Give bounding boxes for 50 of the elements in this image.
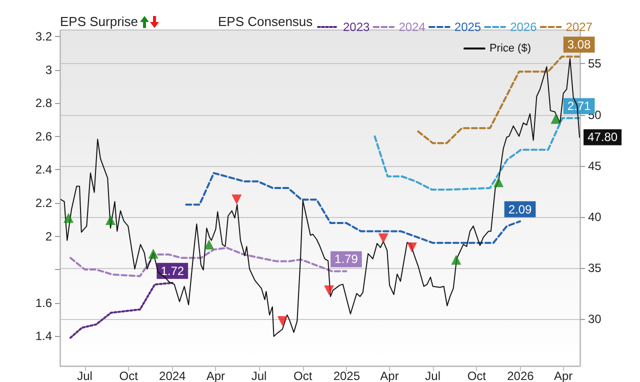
point [494,177,504,188]
y-tick-label: 1.6 [35,296,52,310]
text: EPS Surprise [60,14,138,29]
y2-tick-label: 35 [588,260,602,275]
point [277,316,288,326]
data-label: 1.72 [160,264,184,278]
x-tick-label: Jul [251,369,267,382]
legend-label: 2027 [566,20,593,34]
y-tick-label: 1.4 [35,329,52,344]
y-tick-label: 3.2 [35,30,52,44]
y2-tick-label: 30 [588,312,602,326]
point [550,114,561,124]
x-tick-label: 2026 [507,369,534,382]
data-label: 47.80 [588,130,618,144]
data-label: 2.09 [508,202,532,216]
x-tick-label: Jul [425,369,441,382]
legend-title: EPS Consensus [218,14,313,29]
x-tick-label: Oct [294,369,313,382]
y2-tick-label: 40 [588,210,602,224]
point [148,248,158,259]
x-tick-label: Jul [77,369,92,382]
y2-tick-label: 55 [588,56,602,71]
point [64,212,74,223]
data-label: 1.79 [334,252,358,266]
x-tick-label: Oct [119,369,139,382]
point [204,239,214,250]
legend-label: 2025 [454,20,482,34]
y-tick-label: 2.4 [35,162,52,177]
y-tick-label: 2.8 [35,96,52,110]
point [378,233,388,244]
point [105,214,116,225]
y-tick-label: 2.2 [35,196,52,210]
point [406,242,417,253]
legend-label: Price ($) [489,42,531,54]
line-series [69,282,174,339]
y-tick-label: 3 [45,62,52,77]
x-tick-label: Oct [467,369,487,382]
point [451,254,462,265]
line-series [374,117,580,191]
legend-label: 2024 [398,20,426,34]
point [232,194,242,205]
legend-label: 2023 [343,20,370,34]
x-tick-label: 2024 [159,369,186,382]
legend-label: 2026 [510,20,538,34]
y2-tick-label: 45 [588,158,602,173]
x-tick-label: 2025 [333,369,360,382]
y-tick-label: 2 [45,229,52,244]
y-tick-label: 2.6 [35,129,52,144]
data-label: 3.08 [567,38,592,52]
point [324,285,334,296]
